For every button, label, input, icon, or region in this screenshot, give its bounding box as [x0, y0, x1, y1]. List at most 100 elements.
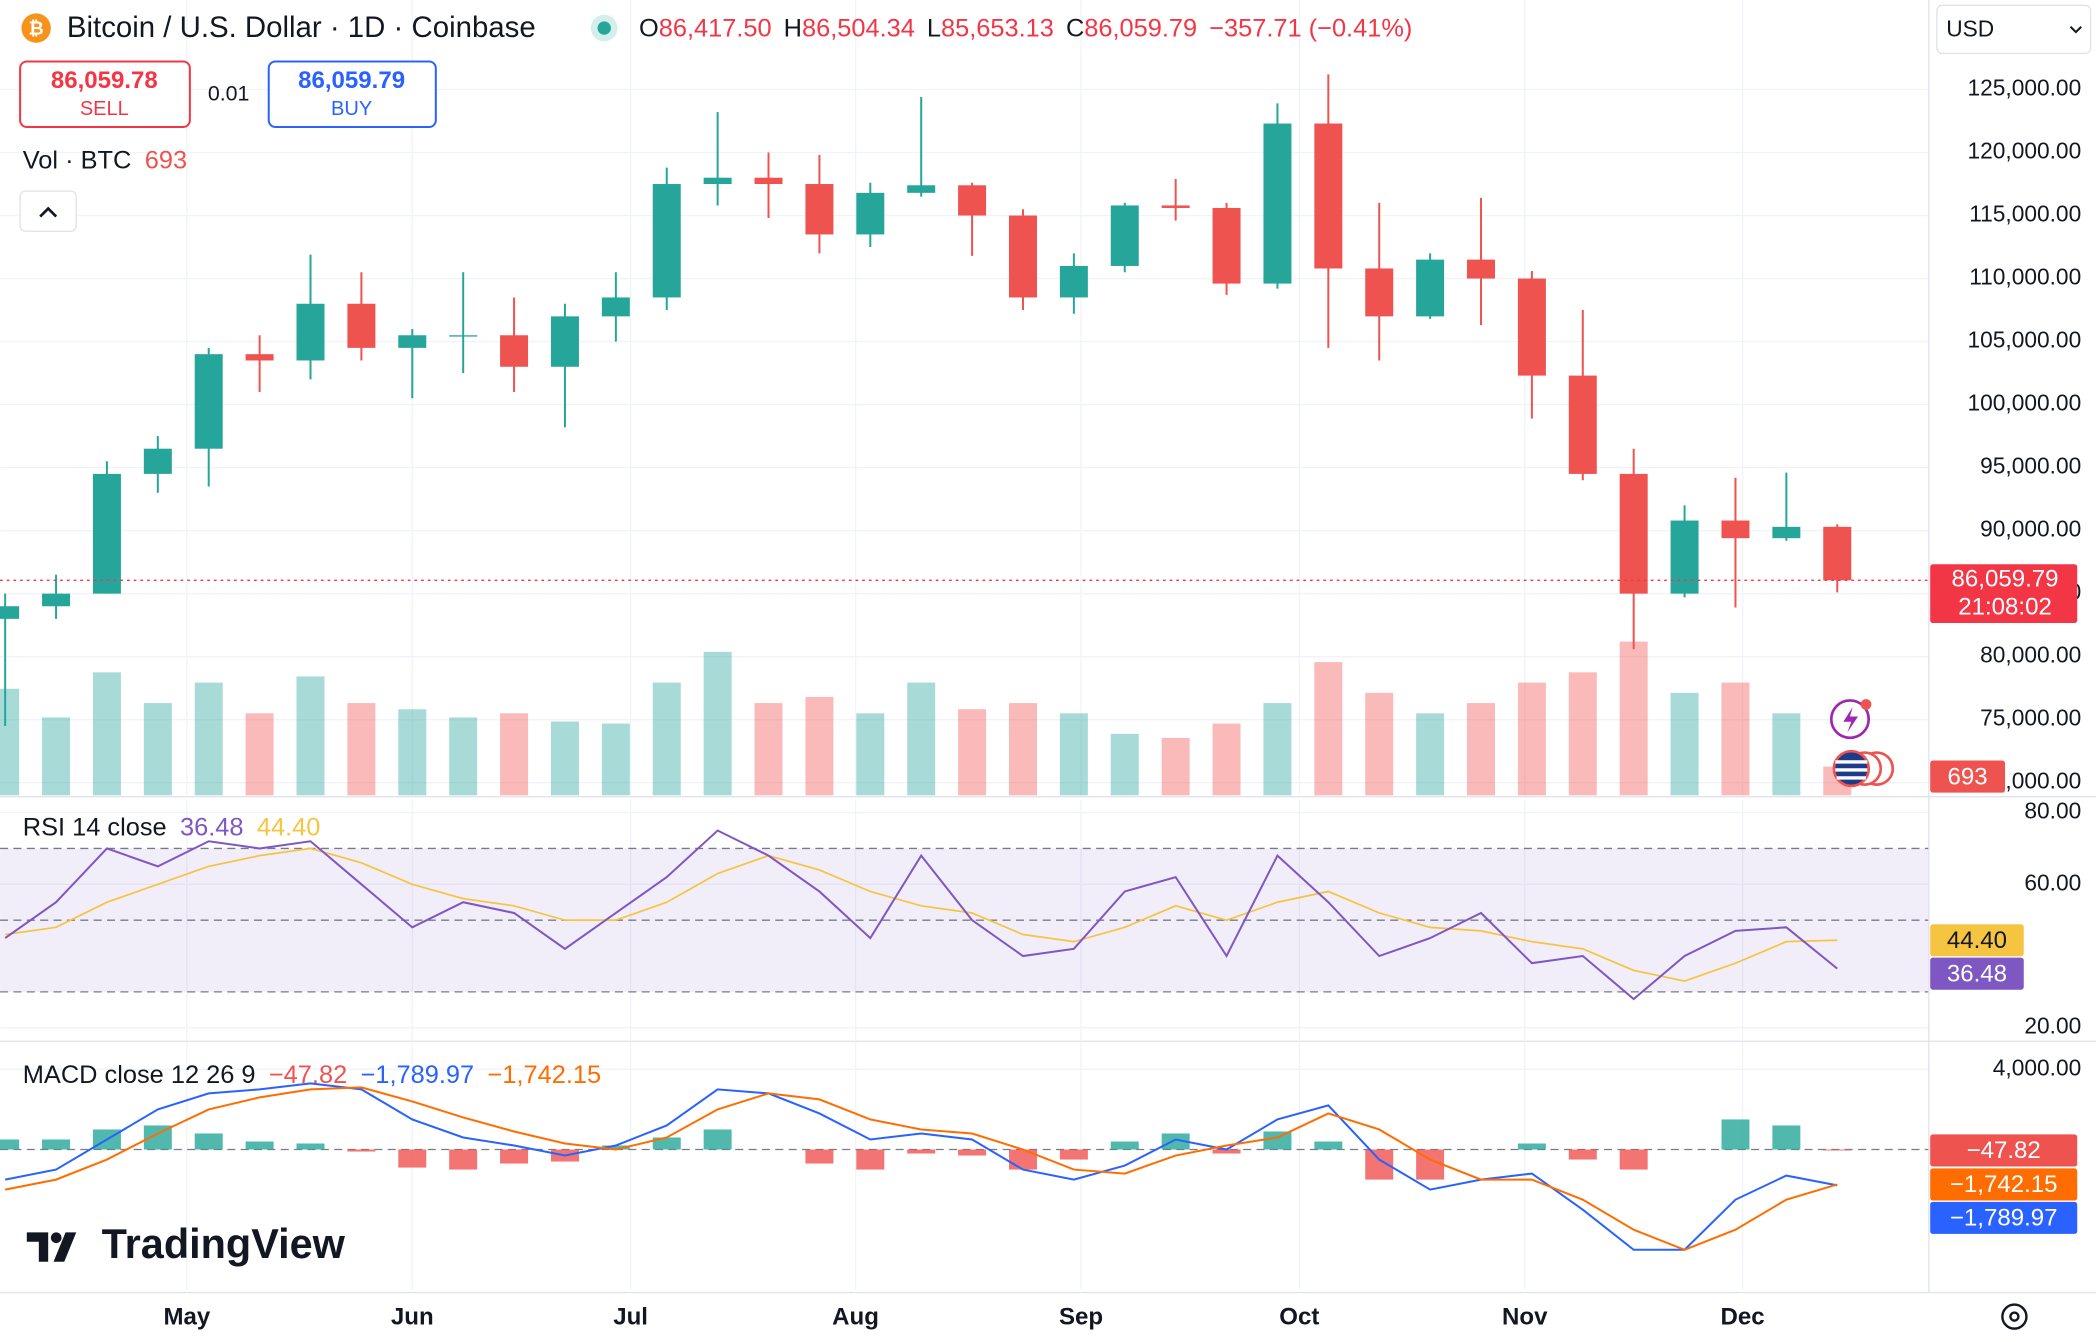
candle-body: [1568, 375, 1597, 474]
rsi-ma-value: 44.40: [257, 813, 321, 841]
candle-body: [245, 354, 274, 361]
flag-stripes: [1835, 760, 1868, 780]
price-change: −357.71 (−0.41%): [1209, 14, 1412, 42]
macd-badge: −47.82: [1967, 1137, 2041, 1164]
volume-bar: [92, 672, 121, 796]
candle-body: [856, 192, 885, 235]
symbol-title: Bitcoin / U.S. Dollar · 1D · Coinbase: [67, 11, 536, 44]
ohlc-key: C: [1066, 14, 1084, 42]
macd-histogram-bar: [907, 1149, 936, 1154]
volume-bar: [1772, 713, 1801, 796]
candle-body: [1314, 123, 1343, 269]
macd-histogram-bar: [1212, 1149, 1241, 1154]
volume-bar: [652, 682, 681, 796]
candle-body: [500, 335, 529, 367]
macd-histogram-bar: [1823, 1149, 1852, 1151]
macd-histogram-bar: [1721, 1119, 1750, 1150]
macd-title: MACD close 12 26 9: [23, 1061, 256, 1089]
candle-body: [703, 177, 732, 185]
dropdown-chevron[interactable]: [2069, 26, 2082, 34]
macd-histogram-bar: [296, 1143, 325, 1150]
collapse-button-box[interactable]: [19, 190, 77, 232]
bar-countdown: 21:08:02: [1958, 594, 2052, 621]
volume-bar: [449, 717, 478, 796]
candle-body: [347, 303, 376, 348]
candle-body: [1110, 205, 1139, 266]
candle-body: [754, 177, 783, 185]
ohlc-value: 86,059.79: [1084, 14, 1197, 42]
bitcoin-icon-glyph: ₿: [29, 17, 44, 38]
settings-icon[interactable]: [2001, 1303, 2028, 1330]
settings-button[interactable]: [2001, 1303, 2028, 1330]
macd-histogram-bar: [1161, 1133, 1190, 1150]
y-tick-label: 60.00: [2024, 869, 2081, 895]
currency-box[interactable]: [1936, 4, 2092, 55]
volume-bar: [754, 703, 783, 796]
volume-bar: [1059, 713, 1088, 796]
y-tick-label: 20.00: [2024, 1013, 2081, 1039]
macd-histogram-bar: [1568, 1149, 1597, 1160]
candle-body: [1823, 526, 1852, 581]
rsi-legend: RSI 14 close 36.48 44.40: [23, 813, 321, 841]
macd-badge: −1,789.97: [1950, 1205, 2058, 1232]
candle-body: [296, 303, 325, 361]
settings-icon-center[interactable]: [2009, 1311, 2020, 1322]
candle-body: [1161, 205, 1190, 208]
macd-line: [4, 1082, 1838, 1251]
candle-body: [1416, 259, 1445, 317]
candle-body: [1212, 207, 1241, 284]
rsi-badge: 36.48: [1947, 960, 2007, 987]
candle-body: [143, 448, 172, 474]
sell-price[interactable]: 86,059.78: [51, 67, 158, 94]
sell-button-box[interactable]: [19, 60, 191, 128]
trade-quantity[interactable]: 0.01: [208, 82, 250, 106]
macd-histogram-bar: [958, 1149, 987, 1156]
y-tick-label: 105,000.00: [1968, 327, 2082, 353]
ohlc-value: 86,417.50: [659, 14, 772, 42]
macd-histogram-bar: [856, 1149, 885, 1170]
volume-bar: [1568, 672, 1597, 796]
rsi-title: RSI 14 close: [23, 813, 167, 841]
y-tick-label: 4,000.00: [1993, 1054, 2081, 1080]
chevron-up-icon[interactable]: [39, 206, 58, 218]
x-tick-label: Jul: [613, 1303, 648, 1330]
volume-bar: [1416, 713, 1445, 796]
volume-bar: [907, 682, 936, 796]
candle-body: [398, 335, 427, 348]
candle-body: [1263, 123, 1292, 284]
y-tick-label: 120,000.00: [1968, 138, 2082, 164]
candle-body: [0, 606, 20, 619]
candle-body: [1365, 268, 1394, 317]
overlay-layer: ₿ Bitcoin / U.S. Dollar · 1D · Coinbase …: [19, 4, 2092, 1330]
buy-button[interactable]: 86,059.79 BUY: [267, 60, 437, 128]
volume-bar: [1314, 662, 1343, 796]
macd-histogram-bar: [42, 1139, 71, 1150]
currency-label[interactable]: USD: [1946, 16, 1994, 42]
buy-button-box[interactable]: [267, 60, 437, 128]
macd-badge: −1,742.15: [1950, 1171, 2058, 1198]
sell-label[interactable]: SELL: [80, 98, 129, 120]
candle-body: [907, 185, 936, 193]
candle-body: [1008, 215, 1037, 298]
candle-body: [92, 473, 121, 594]
collapse-legend-button[interactable]: [19, 190, 77, 232]
volume-bar: [347, 703, 376, 796]
volume-bar: [1721, 682, 1750, 796]
candle-body: [1619, 473, 1648, 594]
bitcoin-icon: [21, 13, 51, 43]
x-tick-label: Nov: [1502, 1303, 1548, 1330]
y-tick-label: 125,000.00: [1968, 74, 2082, 100]
macd-histogram-bar: [652, 1137, 681, 1150]
ideas-bolt: [1843, 707, 1859, 733]
candle-body: [805, 184, 834, 235]
buy-label[interactable]: BUY: [331, 98, 372, 120]
volume-bar: [1008, 703, 1037, 796]
buy-price[interactable]: 86,059.79: [298, 67, 405, 94]
macd-histogram-bar: [0, 1139, 20, 1150]
brand-mark: [26, 1232, 77, 1262]
y-tick-label: 75,000.00: [1980, 705, 2081, 731]
candle-body: [958, 185, 987, 216]
currency-dropdown[interactable]: USD: [1936, 4, 2092, 55]
sell-button[interactable]: 86,059.78 SELL: [19, 60, 191, 128]
